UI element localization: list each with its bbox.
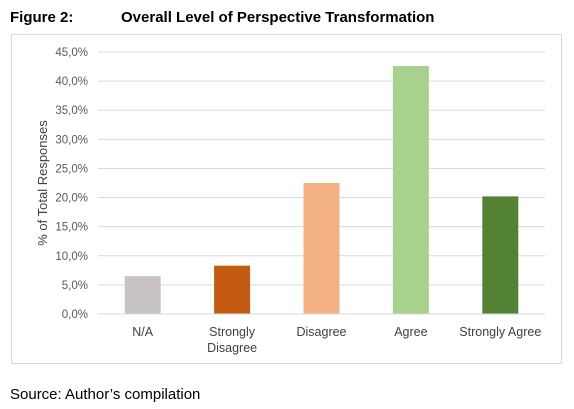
y-tick-label: 10,0% xyxy=(55,251,88,263)
y-tick-label: 0,0% xyxy=(62,309,88,321)
y-tick-label: 20,0% xyxy=(55,193,88,205)
chart-frame xyxy=(11,34,562,364)
bar xyxy=(214,265,251,314)
y-axis-ticks: 0,0% 5,0% 10,0% 15,0% 20,0% 25,0% 30,0% 35,0% 40… xyxy=(55,47,88,321)
x-category-label: Agree xyxy=(394,325,427,339)
bar xyxy=(482,196,519,314)
bar xyxy=(392,65,429,315)
x-category-label: Disagree xyxy=(296,325,346,339)
figure-label: Figure 2: xyxy=(10,9,74,26)
x-category-label: Strongly xyxy=(209,325,256,339)
y-axis-label: % of Total Responses xyxy=(35,120,50,246)
bar xyxy=(303,183,340,314)
y-tick-label: 35,0% xyxy=(55,105,88,117)
y-tick-label: 30,0% xyxy=(55,134,88,146)
x-category-label: N/A xyxy=(132,325,154,339)
figure-title: Overall Level of Perspective Transformat… xyxy=(121,9,435,26)
x-axis-categories: N/A Strongly Disagree Disagree Agree Strongly… xyxy=(132,325,541,355)
y-tick-label: 25,0% xyxy=(55,163,88,175)
y-tick-label: 5,0% xyxy=(62,280,88,292)
y-tick-label: 40,0% xyxy=(55,76,88,88)
x-category-label: Disagree xyxy=(207,341,257,355)
bars xyxy=(124,65,519,315)
source-note: Source: Author’s compilation xyxy=(10,386,201,403)
y-tick-label: 15,0% xyxy=(55,222,88,234)
x-category-label: Strongly Agree xyxy=(459,325,541,339)
bar xyxy=(124,276,161,314)
y-tick-label: 45,0% xyxy=(55,47,88,59)
